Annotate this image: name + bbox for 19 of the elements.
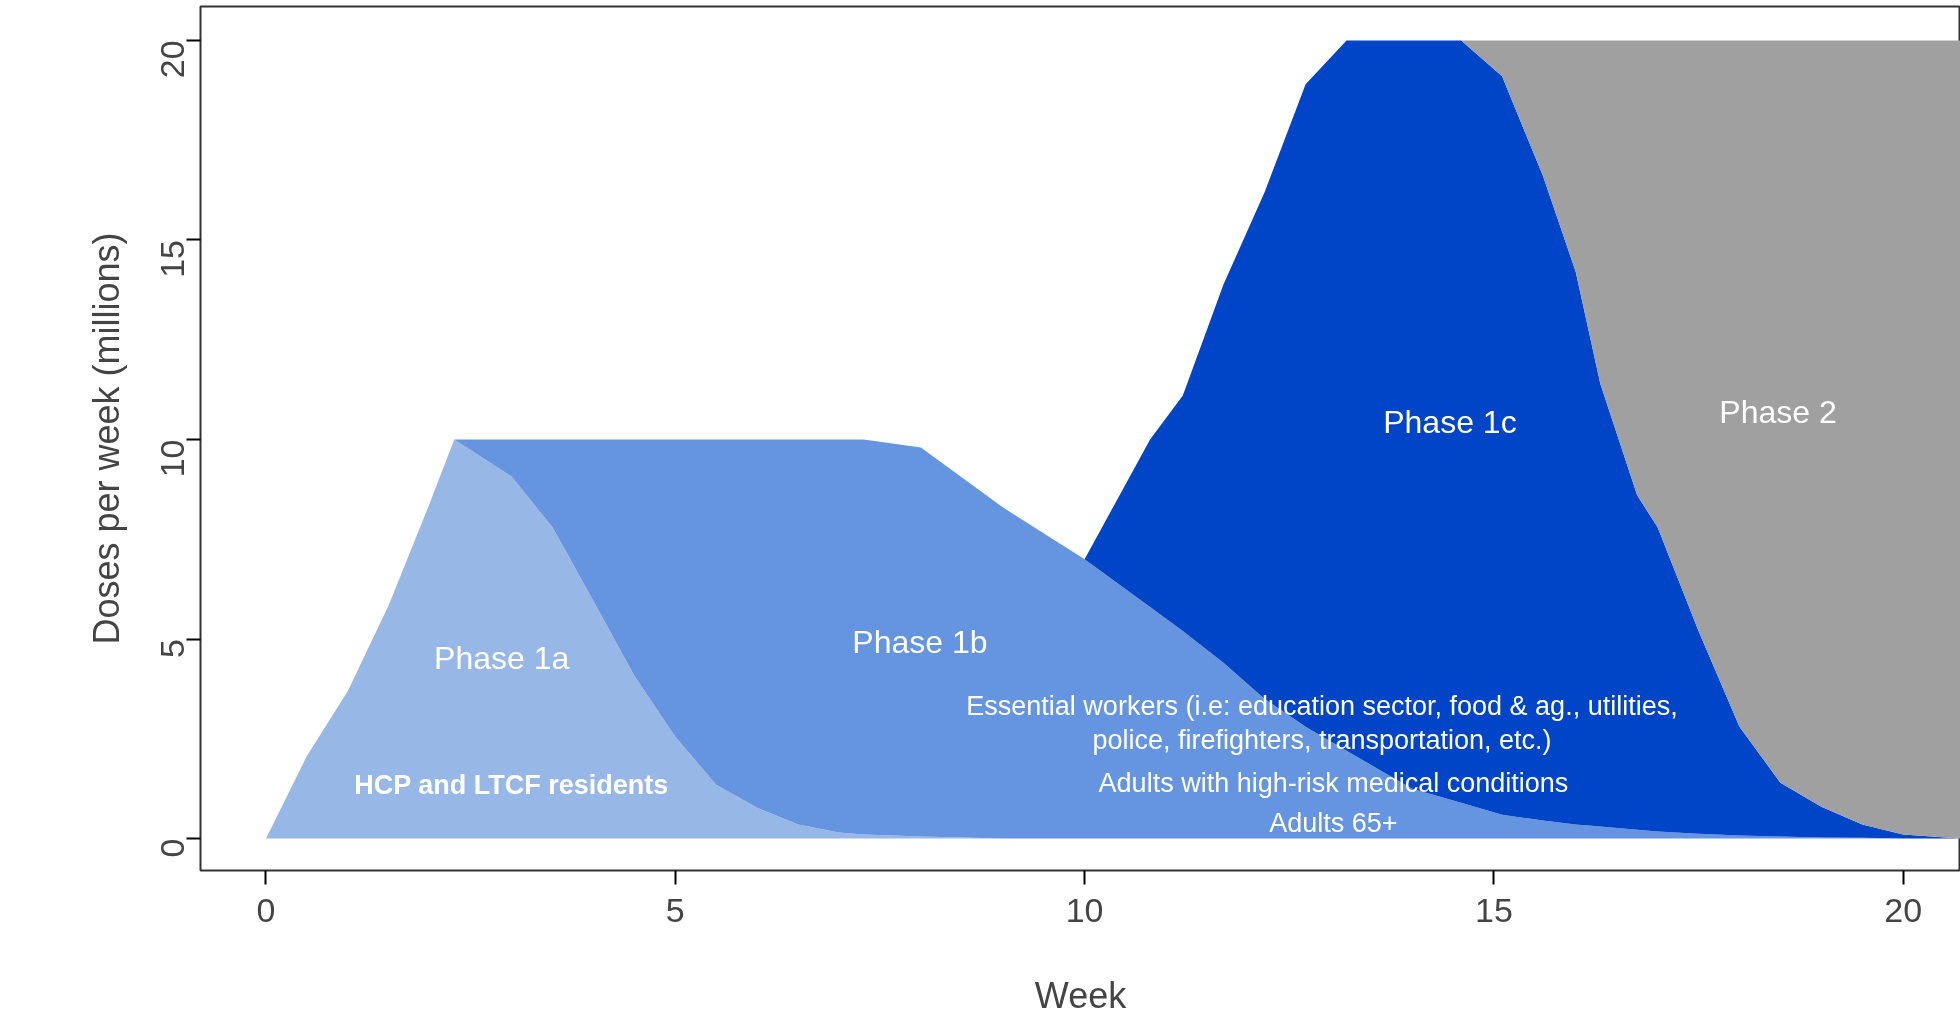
y-tick-label: 0 [153,838,191,858]
annotation: Essential workers (i.e: education sector, food & ag., utilities, police, firefighters, transportation, etc.) [966,690,1678,756]
x-tick-label: 5 [665,890,685,929]
y-tick-label: 10 [153,439,191,478]
y-tick-label: 20 [153,40,191,79]
series-label: Phase 2 [1719,393,1837,430]
x-tick-label: 10 [1065,890,1104,929]
annotation: Adults 65+ [1269,807,1398,838]
x-tick-label: 0 [256,890,276,929]
x-tick-label: 15 [1474,890,1513,929]
y-axis-title: Doses per week (millions) [85,232,127,645]
series-label: Phase 1c [1383,403,1517,440]
y-tick-label: 15 [153,239,191,278]
series-label: Phase 1a [434,639,570,676]
x-tick-label: 20 [1884,890,1923,929]
annotation: HCP and LTCF residents [354,769,669,800]
x-axis-title: Week [1034,974,1128,1016]
y-tick-label: 5 [153,639,191,658]
series-label: Phase 1b [852,624,988,661]
